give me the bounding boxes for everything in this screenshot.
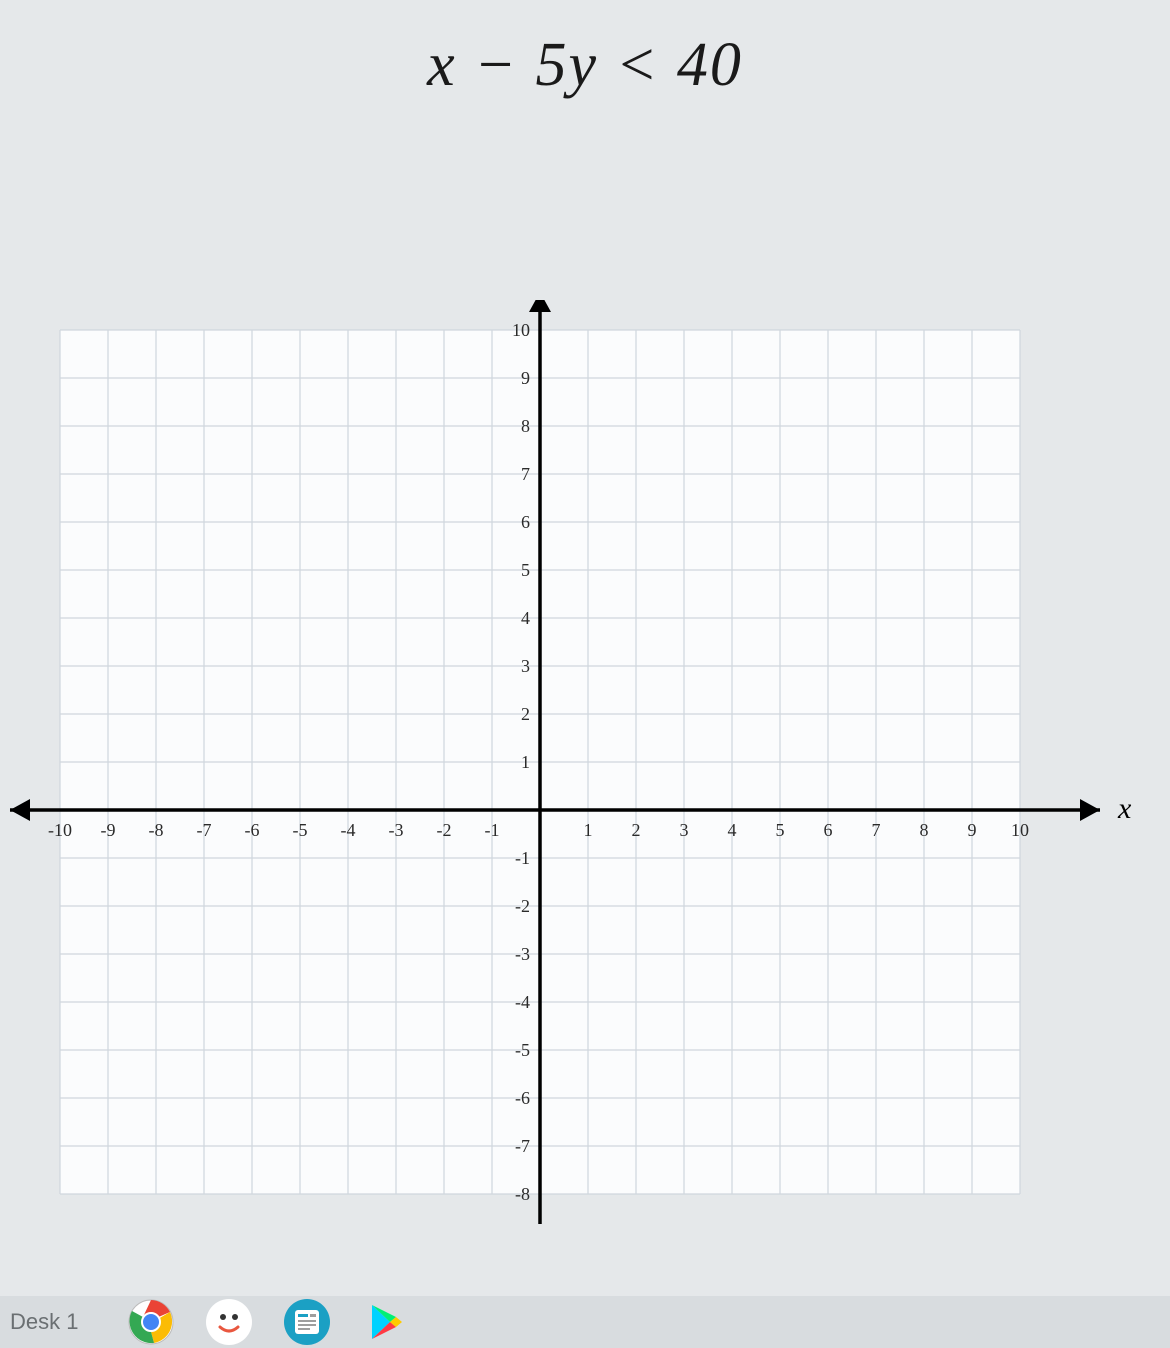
svg-text:-2: -2	[515, 896, 530, 916]
svg-text:6: 6	[521, 512, 530, 532]
svg-text:-7: -7	[197, 820, 212, 840]
svg-text:5: 5	[521, 560, 530, 580]
svg-text:-4: -4	[515, 992, 530, 1012]
svg-text:8: 8	[920, 820, 929, 840]
svg-text:7: 7	[872, 820, 881, 840]
svg-text:-10: -10	[48, 820, 72, 840]
desk-label: Desk 1	[10, 1309, 78, 1335]
svg-text:4: 4	[728, 820, 737, 840]
svg-text:9: 9	[521, 368, 530, 388]
svg-text:-1: -1	[515, 848, 530, 868]
play-store-icon[interactable]	[360, 1297, 410, 1347]
svg-text:7: 7	[521, 464, 530, 484]
coordinate-plane: -10 -9 -8 -7 -6 -5 -4 -3 -2 -1 1 2 3 4 5 6 7 8 9 10 10 9 8 7 6 5 4…	[0, 300, 1170, 1305]
svg-text:10: 10	[1011, 820, 1029, 840]
taskbar: Desk 1	[0, 1296, 1170, 1348]
svg-text:-2: -2	[437, 820, 452, 840]
equation-region: x − 5y < 40	[0, 30, 1170, 101]
svg-text:-3: -3	[389, 820, 404, 840]
svg-text:8: 8	[521, 416, 530, 436]
svg-text:10: 10	[512, 320, 530, 340]
svg-text:-6: -6	[515, 1088, 530, 1108]
svg-text:4: 4	[521, 608, 530, 628]
svg-text:-8: -8	[149, 820, 164, 840]
svg-text:-4: -4	[341, 820, 356, 840]
chrome-icon[interactable]	[126, 1297, 176, 1347]
svg-text:6: 6	[824, 820, 833, 840]
svg-text:2: 2	[632, 820, 641, 840]
svg-text:-5: -5	[293, 820, 308, 840]
svg-text:2: 2	[521, 704, 530, 724]
svg-text:1: 1	[521, 752, 530, 772]
svg-text:-9: -9	[101, 820, 116, 840]
grid-svg: -10 -9 -8 -7 -6 -5 -4 -3 -2 -1 1 2 3 4 5 6 7 8 9 10 10 9 8 7 6 5 4…	[0, 300, 1170, 1300]
svg-text:1: 1	[584, 820, 593, 840]
svg-text:-3: -3	[515, 944, 530, 964]
svg-text:3: 3	[680, 820, 689, 840]
svg-text:9: 9	[968, 820, 977, 840]
inequality-expression: x − 5y < 40	[427, 31, 743, 99]
assistant-icon[interactable]	[204, 1297, 254, 1347]
svg-text:-5: -5	[515, 1040, 530, 1060]
svg-text:5: 5	[776, 820, 785, 840]
svg-text:-6: -6	[245, 820, 260, 840]
svg-text:-1: -1	[485, 820, 500, 840]
svg-text:3: 3	[521, 656, 530, 676]
news-icon[interactable]	[282, 1297, 332, 1347]
svg-text:x: x	[1117, 792, 1132, 825]
svg-text:-8: -8	[515, 1184, 530, 1204]
svg-text:-7: -7	[515, 1136, 530, 1156]
